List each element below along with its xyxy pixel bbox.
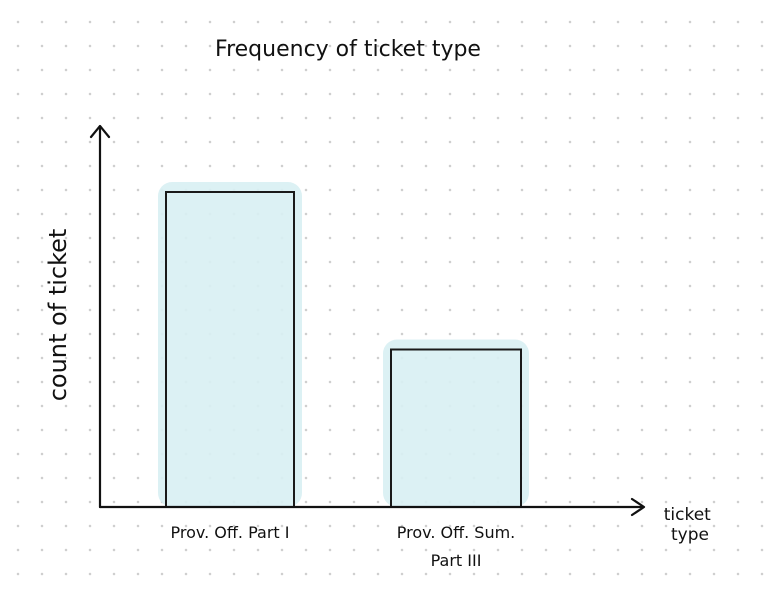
- category-label-2: Prov. Off. Sum. Part III: [397, 523, 516, 570]
- chart-title: Frequency of ticket type: [215, 37, 481, 62]
- y-axis-arrow-icon: [89, 124, 111, 139]
- category-labels-group: Prov. Off. Part I Prov. Off. Sum. Part III: [171, 523, 516, 570]
- bar-2: [390, 348, 522, 507]
- axes-group: [89, 124, 646, 517]
- x-axis-label-line-1: ticket: [664, 505, 711, 525]
- x-axis-label-line-2: type: [671, 525, 709, 545]
- bars-group: [158, 182, 529, 507]
- bar-1: [165, 191, 295, 507]
- y-axis-label: count of ticket: [44, 229, 72, 402]
- bar-wash: [158, 182, 302, 507]
- x-axis-label: ticket type: [664, 505, 717, 545]
- x-axis-arrow-icon: [630, 497, 646, 517]
- bar-wash: [383, 339, 529, 507]
- category-label-1: Prov. Off. Part I: [171, 523, 290, 542]
